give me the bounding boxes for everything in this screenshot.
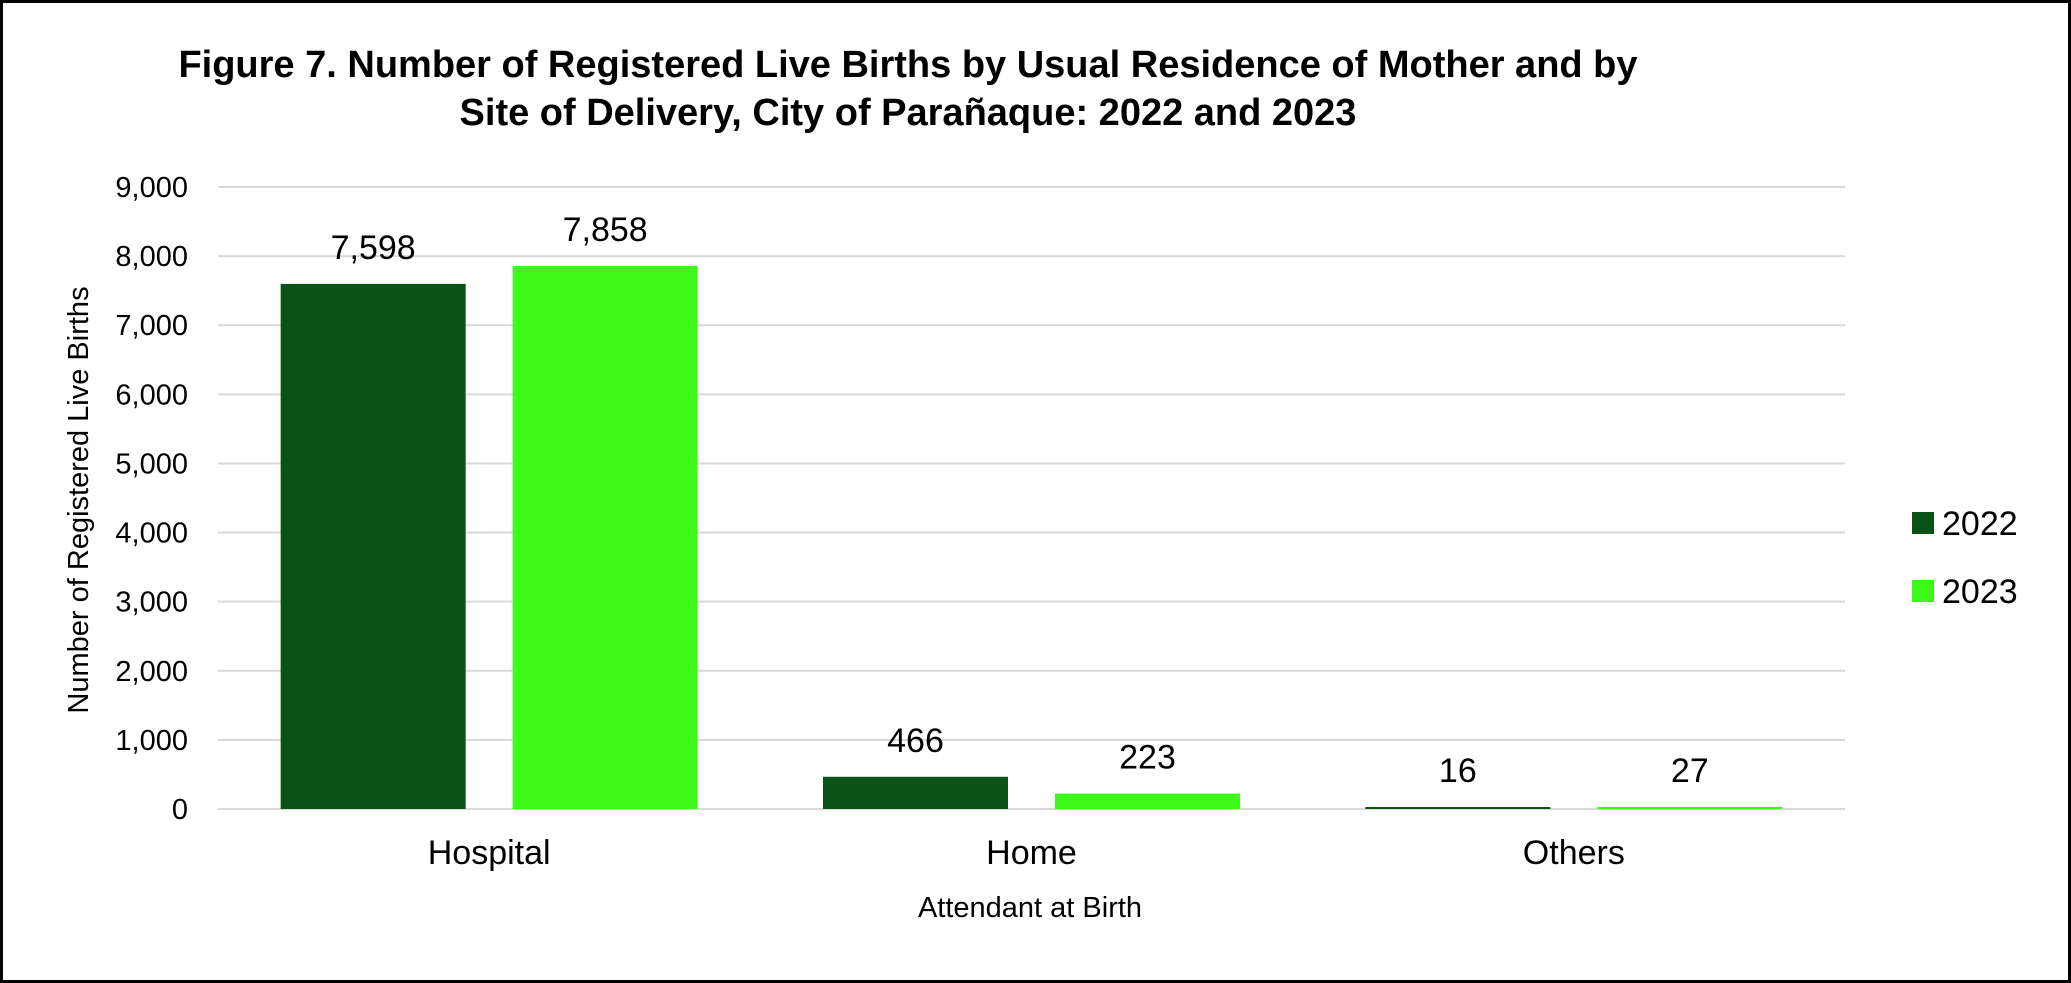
y-tick-label: 0 (172, 794, 188, 826)
legend-swatch (1912, 580, 1934, 602)
data-label: 7,598 (331, 229, 416, 267)
y-tick-label: 7,000 (115, 310, 188, 342)
x-tick-label: Hospital (428, 834, 551, 872)
x-axis-title: Attendant at Birth (918, 892, 1142, 924)
y-tick-label: 5,000 (115, 448, 188, 480)
y-tick-label: 8,000 (115, 241, 188, 273)
bars (280, 265, 1783, 809)
x-tick-label: Home (986, 834, 1077, 872)
legend: 2022 2023 (1912, 505, 2018, 611)
bar-home-2023 (1055, 793, 1240, 809)
y-tick-label: 2,000 (115, 656, 188, 688)
data-label: 223 (1119, 739, 1176, 777)
data-label: 466 (887, 722, 944, 760)
y-axis-title: Number of Registered Live Births (63, 286, 95, 713)
legend-label: 2022 (1942, 505, 2018, 543)
chart-title-line-1: Figure 7. Number of Registered Live Birt… (178, 44, 1638, 86)
bar-home-2022 (823, 776, 1008, 809)
y-tick-label: 6,000 (115, 379, 188, 411)
y-tick-label: 4,000 (115, 518, 188, 550)
data-labels: 7,598 7,858 466 223 16 27 (331, 211, 1709, 790)
data-label: 16 (1439, 752, 1477, 790)
legend-swatch (1912, 512, 1934, 534)
data-label: 7,858 (563, 211, 648, 249)
chart-title-line-2: Site of Delivery, City of Parañaque: 202… (459, 92, 1357, 134)
y-tick-label: 1,000 (115, 725, 188, 757)
legend-label: 2023 (1942, 573, 2018, 611)
bar-others-2022 (1365, 807, 1551, 809)
x-tick-label: Others (1523, 834, 1625, 872)
bar-others-2023 (1597, 807, 1783, 809)
bar-hospital-2023 (512, 265, 698, 809)
data-label: 27 (1671, 752, 1709, 790)
x-axis-ticks: Hospital Home Others (428, 834, 1625, 872)
y-tick-label: 9,000 (115, 172, 188, 204)
y-axis-ticks: 0 1,000 2,000 3,000 4,000 5,000 6,000 7,000 8,00… (115, 172, 188, 826)
bar-hospital-2022 (280, 283, 466, 809)
y-tick-label: 3,000 (115, 587, 188, 619)
gridlines (218, 186, 1845, 810)
